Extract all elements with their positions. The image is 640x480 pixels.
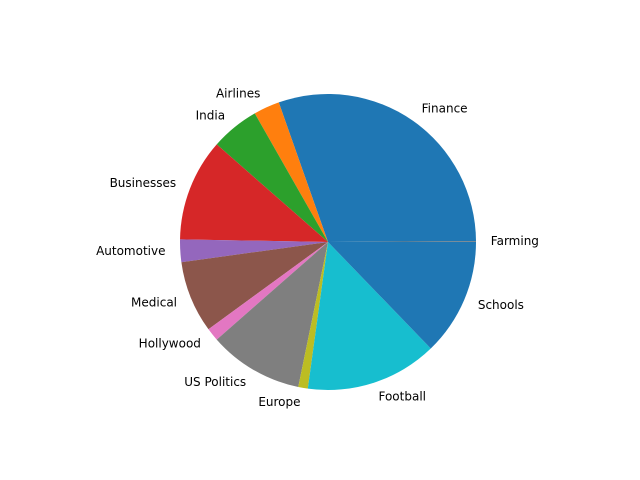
pie-label-europe: Europe: [258, 395, 300, 409]
pie-label-medical: Medical: [131, 295, 177, 309]
pie-label-us-politics: US Politics: [184, 375, 246, 389]
pie-slice-finance: [278, 93, 476, 242]
pie-label-hollywood: Hollywood: [139, 336, 201, 350]
pie-labels: Farming Finance Airlines India Businesses Aut…: [96, 86, 539, 409]
pie-slice-europe: [298, 242, 328, 389]
pie-label-automotive: Automotive: [96, 244, 165, 258]
pie-slice-schools: [328, 242, 476, 349]
pie-slice-medical: [181, 242, 328, 330]
pie-slice-farming: [328, 241, 476, 242]
pie-slice-airlines: [254, 102, 328, 243]
pie-slices: [180, 93, 476, 390]
pie-label-football: Football: [378, 389, 426, 403]
pie-slice-football: [307, 242, 431, 390]
pie-label-airlines: Airlines: [216, 86, 260, 100]
pie-slice-india: [216, 113, 328, 242]
pie-slice-businesses: [180, 144, 328, 242]
pie-label-businesses: Businesses: [110, 176, 177, 190]
pie-slice-automotive: [180, 239, 328, 263]
pie-label-finance: Finance: [422, 101, 468, 115]
pie-slice-us-politics: [216, 242, 328, 387]
pie-label-farming: Farming: [491, 234, 539, 248]
pie-label-india: India: [196, 108, 225, 122]
pie-slice-hollywood: [208, 242, 328, 340]
pie-label-schools: Schools: [478, 298, 524, 312]
